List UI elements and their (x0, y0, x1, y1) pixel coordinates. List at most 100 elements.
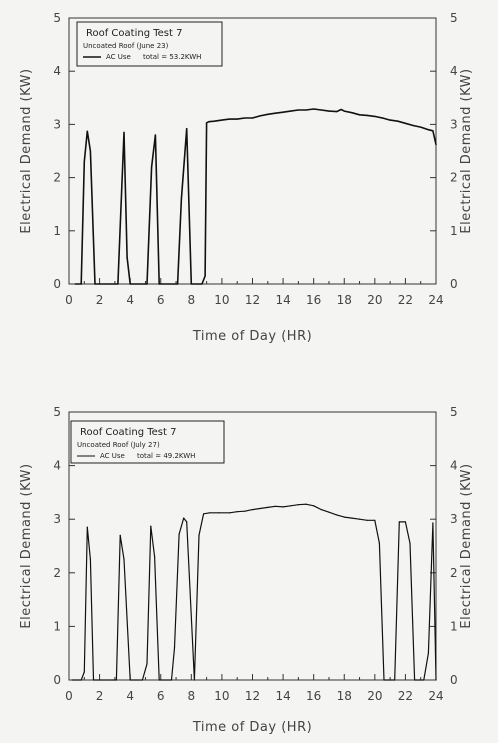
data-point (186, 521, 188, 523)
data-point (418, 679, 420, 681)
x-tick-label: 18 (337, 689, 352, 703)
x-tick-label: 2 (96, 689, 104, 703)
data-point (208, 121, 210, 123)
data-point (86, 130, 88, 132)
data-point (320, 109, 322, 111)
data-point (297, 109, 299, 111)
data-point (83, 671, 85, 673)
x-tick-label: 0 (65, 293, 73, 307)
data-point (397, 120, 399, 122)
y-axis-label-right: Electrical Demand (KW) (459, 463, 474, 628)
data-point (404, 521, 406, 523)
y-tick-label-left: 0 (53, 277, 61, 291)
data-point (146, 663, 148, 665)
data-point (117, 283, 119, 285)
data-point (432, 130, 434, 132)
data-point (86, 526, 88, 528)
x-tick-label: 4 (126, 293, 134, 307)
x-tick-label: 8 (188, 293, 196, 307)
data-point (141, 679, 143, 681)
legend-title: Roof Coating Test 7 (86, 28, 182, 39)
x-tick-label: 12 (245, 293, 260, 307)
legend: Roof Coating Test 7 Uncoated Roof (July 2… (70, 420, 225, 464)
data-point (158, 283, 160, 285)
data-point (71, 679, 73, 681)
data-point (80, 283, 82, 285)
x-tick-label: 6 (157, 293, 165, 307)
data-point (203, 513, 205, 515)
data-point (435, 144, 437, 146)
data-point (259, 507, 261, 510)
y-tick-label-left: 5 (53, 11, 61, 25)
data-point (343, 110, 345, 112)
legend-series-label: AC Use (100, 452, 125, 460)
data-point (427, 652, 429, 654)
data-point (305, 109, 307, 111)
data-point (229, 118, 231, 120)
data-point (236, 118, 238, 120)
legend-box (70, 420, 225, 464)
y-axis-label-right: Electrical Demand (KW) (459, 68, 474, 233)
y-tick-label-left: 2 (53, 566, 61, 580)
data-point (366, 519, 368, 521)
data-point (158, 679, 160, 681)
data-point (221, 119, 223, 121)
data-point (374, 115, 376, 117)
data-point (190, 283, 192, 285)
data-point (146, 283, 148, 285)
data-point (435, 679, 437, 681)
y-tick-label-left: 5 (53, 405, 61, 419)
data-point (99, 283, 101, 285)
data-point (427, 129, 429, 131)
data-point (414, 679, 416, 681)
x-tick-label: 24 (428, 689, 443, 703)
data-point (201, 283, 203, 285)
data-point (173, 647, 176, 649)
y-tick-label-right: 1 (450, 619, 458, 633)
data-point (198, 534, 200, 536)
data-point (343, 516, 345, 518)
data-point (404, 122, 406, 124)
data-point (123, 558, 125, 561)
data-point (244, 117, 246, 119)
data-point (92, 679, 95, 681)
series-line (75, 108, 437, 285)
x-tick-label: 0 (65, 689, 73, 703)
data-point (183, 517, 185, 519)
data-point (374, 519, 376, 521)
data-point (119, 534, 121, 536)
data-point (209, 512, 211, 514)
y-tick-label-right: 3 (450, 512, 458, 526)
x-tick-label: 14 (275, 689, 290, 703)
data-point (383, 679, 385, 681)
y-tick-label-left: 4 (53, 459, 61, 473)
y-tick-label-left: 3 (53, 512, 61, 526)
data-point (115, 679, 117, 681)
x-tick-label: 4 (126, 689, 134, 703)
x-tick-label: 12 (245, 689, 260, 703)
legend-subtitle: Uncoated Roof (July 27) (77, 441, 160, 449)
y-tick-label-right: 1 (450, 224, 458, 238)
data-point (170, 679, 173, 681)
legend-subtitle: Uncoated Roof (June 23) (83, 42, 169, 50)
data-point (177, 283, 179, 285)
y-tick-label-right: 5 (450, 11, 458, 25)
data-point (432, 522, 434, 524)
data-point (394, 679, 396, 681)
y-tick-label-right: 0 (450, 277, 458, 291)
series-line (72, 503, 437, 681)
data-point (313, 108, 315, 110)
data-point (77, 283, 79, 285)
data-point (244, 510, 246, 512)
data-point (328, 511, 330, 513)
data-point (83, 161, 85, 163)
data-point (251, 509, 254, 511)
data-point (389, 119, 391, 121)
data-point (282, 506, 284, 508)
data-point (290, 110, 292, 112)
y-tick-label-right: 4 (450, 459, 458, 473)
data-point (267, 506, 269, 508)
y-tick-label-right: 3 (450, 117, 458, 131)
data-point (94, 283, 96, 285)
